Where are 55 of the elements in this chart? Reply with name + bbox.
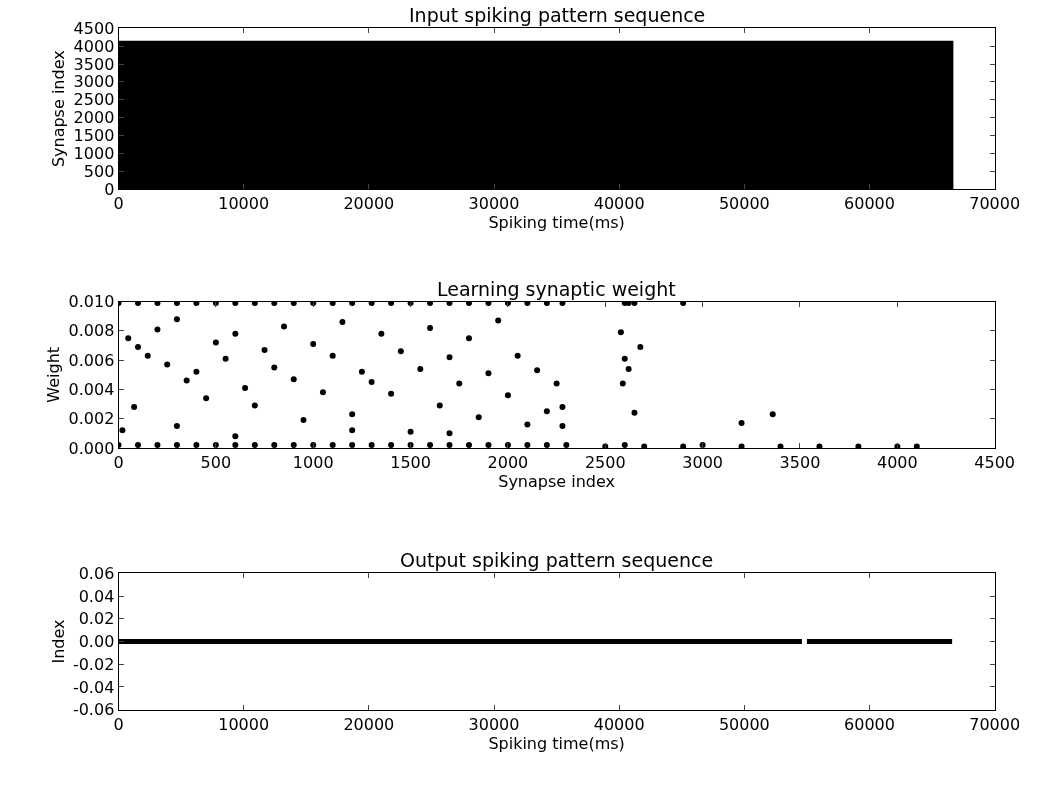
x-tick-label: 2500 — [584, 453, 626, 473]
x-tick-label: 50000 — [718, 194, 770, 214]
x-tick-label: 40000 — [593, 714, 645, 734]
y-axis-title: Synapse index — [49, 50, 69, 168]
y-tick-label: -0.04 — [72, 677, 115, 697]
chart-title: Learning synaptic weight — [437, 278, 676, 300]
y-axis-title: Weight — [44, 346, 64, 403]
y-tick-label: 0.006 — [68, 350, 115, 370]
x-tick-label: 70000 — [969, 194, 1021, 214]
x-tick-label: 3500 — [779, 453, 821, 473]
x-tick-label: 10000 — [218, 194, 270, 214]
x-axis-title: Spiking time(ms) — [488, 213, 625, 233]
x-tick-label: 60000 — [844, 194, 895, 214]
y-tick-label: 0 — [104, 179, 115, 199]
y-tick-label: 0.010 — [68, 292, 115, 312]
x-tick-label: 3000 — [682, 453, 723, 473]
y-tick-label: -0.06 — [72, 700, 115, 720]
y-axis-title: Index — [48, 619, 68, 664]
y-tick-label: -0.02 — [72, 654, 115, 674]
x-tick-label: 10000 — [218, 714, 270, 734]
y-tick-label: 3500 — [73, 54, 115, 74]
x-tick-label: 500 — [200, 453, 232, 473]
y-tick-label: 1000 — [73, 144, 115, 164]
x-tick-label: 20000 — [343, 194, 395, 214]
x-tick-label: 30000 — [468, 714, 520, 734]
y-tick-label: 0.002 — [68, 409, 115, 429]
x-axis-title: Synapse index — [498, 472, 615, 492]
y-tick-label: 0.02 — [78, 609, 115, 629]
y-tick-label: 0.004 — [68, 379, 115, 399]
y-tick-label: 2500 — [73, 90, 115, 110]
x-tick-label: 60000 — [844, 714, 895, 734]
chart-title: Input spiking pattern sequence — [409, 4, 706, 26]
y-tick-label: 0.06 — [78, 564, 115, 584]
x-tick-label: 4000 — [876, 453, 918, 473]
x-axis-title: Spiking time(ms) — [488, 733, 625, 753]
x-tick-label: 1000 — [292, 453, 334, 473]
chart-title: Output spiking pattern sequence — [400, 549, 714, 571]
x-tick-label: 50000 — [718, 714, 770, 734]
y-tick-label: 4000 — [73, 36, 115, 56]
y-tick-label: 0.008 — [68, 321, 115, 341]
y-tick-label: 0.04 — [78, 586, 115, 606]
x-tick-label: 40000 — [593, 194, 645, 214]
y-tick-label: 0.000 — [68, 438, 115, 458]
y-tick-label: 4500 — [73, 18, 115, 38]
y-tick-label: 2000 — [73, 108, 115, 128]
y-tick-label: 3000 — [73, 72, 115, 92]
y-tick-label: 500 — [83, 161, 115, 181]
x-tick-label: 1500 — [390, 453, 431, 473]
x-tick-label: 30000 — [468, 194, 520, 214]
y-tick-label: 1500 — [73, 126, 115, 146]
x-tick-label: 4500 — [974, 453, 1016, 473]
x-tick-label: 20000 — [343, 714, 395, 734]
y-tick-label: 0.00 — [78, 632, 115, 652]
x-tick-label: 2000 — [487, 453, 529, 473]
x-tick-label: 70000 — [969, 714, 1021, 734]
